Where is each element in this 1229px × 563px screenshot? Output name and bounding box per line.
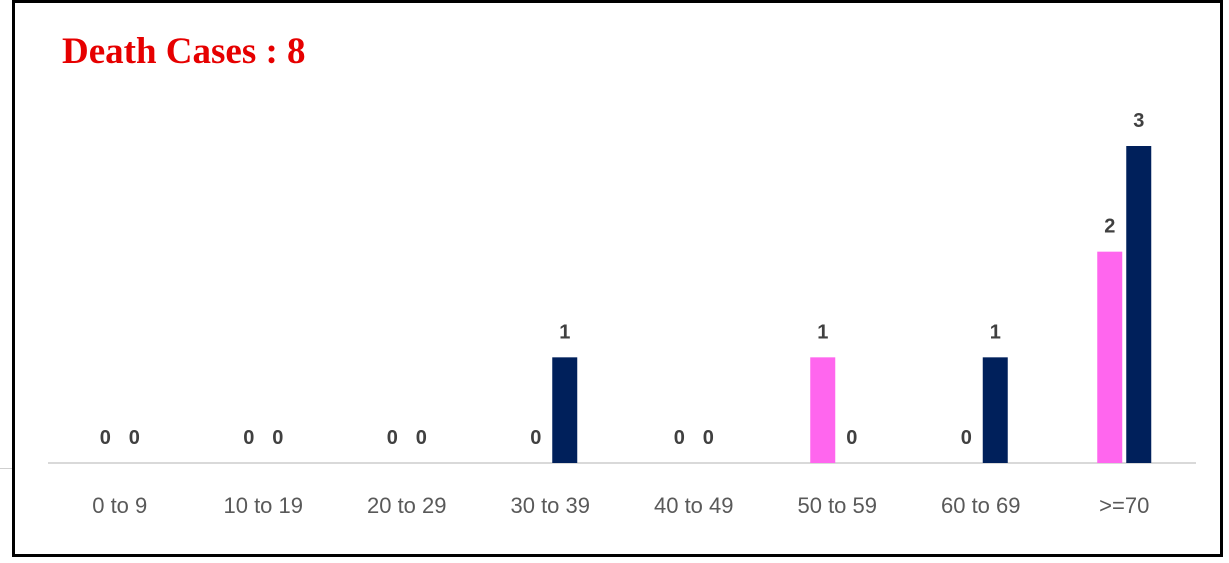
bar-series-2-6 [982, 357, 1008, 463]
data-label: 2 [1104, 216, 1115, 238]
bar-series-2-7 [1126, 146, 1152, 463]
x-tick-label: 0 to 9 [92, 493, 147, 518]
x-tick-label: 30 to 39 [510, 493, 590, 518]
x-tick-label: 60 to 69 [941, 493, 1021, 518]
data-label: 0 [100, 427, 111, 449]
chart-title: Death Cases : 8 [62, 31, 306, 72]
data-label: 0 [129, 427, 140, 449]
x-tick-label: 40 to 49 [654, 493, 734, 518]
x-tick-label: 50 to 59 [797, 493, 877, 518]
data-label: 3 [1133, 110, 1144, 132]
chart-frame [12, 0, 1223, 557]
data-label: 1 [990, 321, 1001, 343]
x-tick-label: 20 to 29 [367, 493, 447, 518]
data-label: 0 [674, 427, 685, 449]
data-label: 0 [961, 427, 972, 449]
data-label: 0 [387, 427, 398, 449]
bar-series-2-3 [552, 357, 578, 463]
data-label: 0 [243, 427, 254, 449]
bar-series-1-7 [1097, 251, 1123, 463]
data-label: 0 [272, 427, 283, 449]
data-label: 1 [817, 321, 828, 343]
bar-series-1-5 [810, 357, 836, 463]
x-tick-label: 10 to 19 [223, 493, 303, 518]
data-label: 0 [846, 427, 857, 449]
x-tick-label: >=70 [1099, 493, 1149, 518]
data-label: 0 [530, 427, 541, 449]
edge-line [0, 468, 12, 487]
data-label: 0 [416, 427, 427, 449]
data-label: 0 [703, 427, 714, 449]
data-label: 1 [559, 321, 570, 343]
